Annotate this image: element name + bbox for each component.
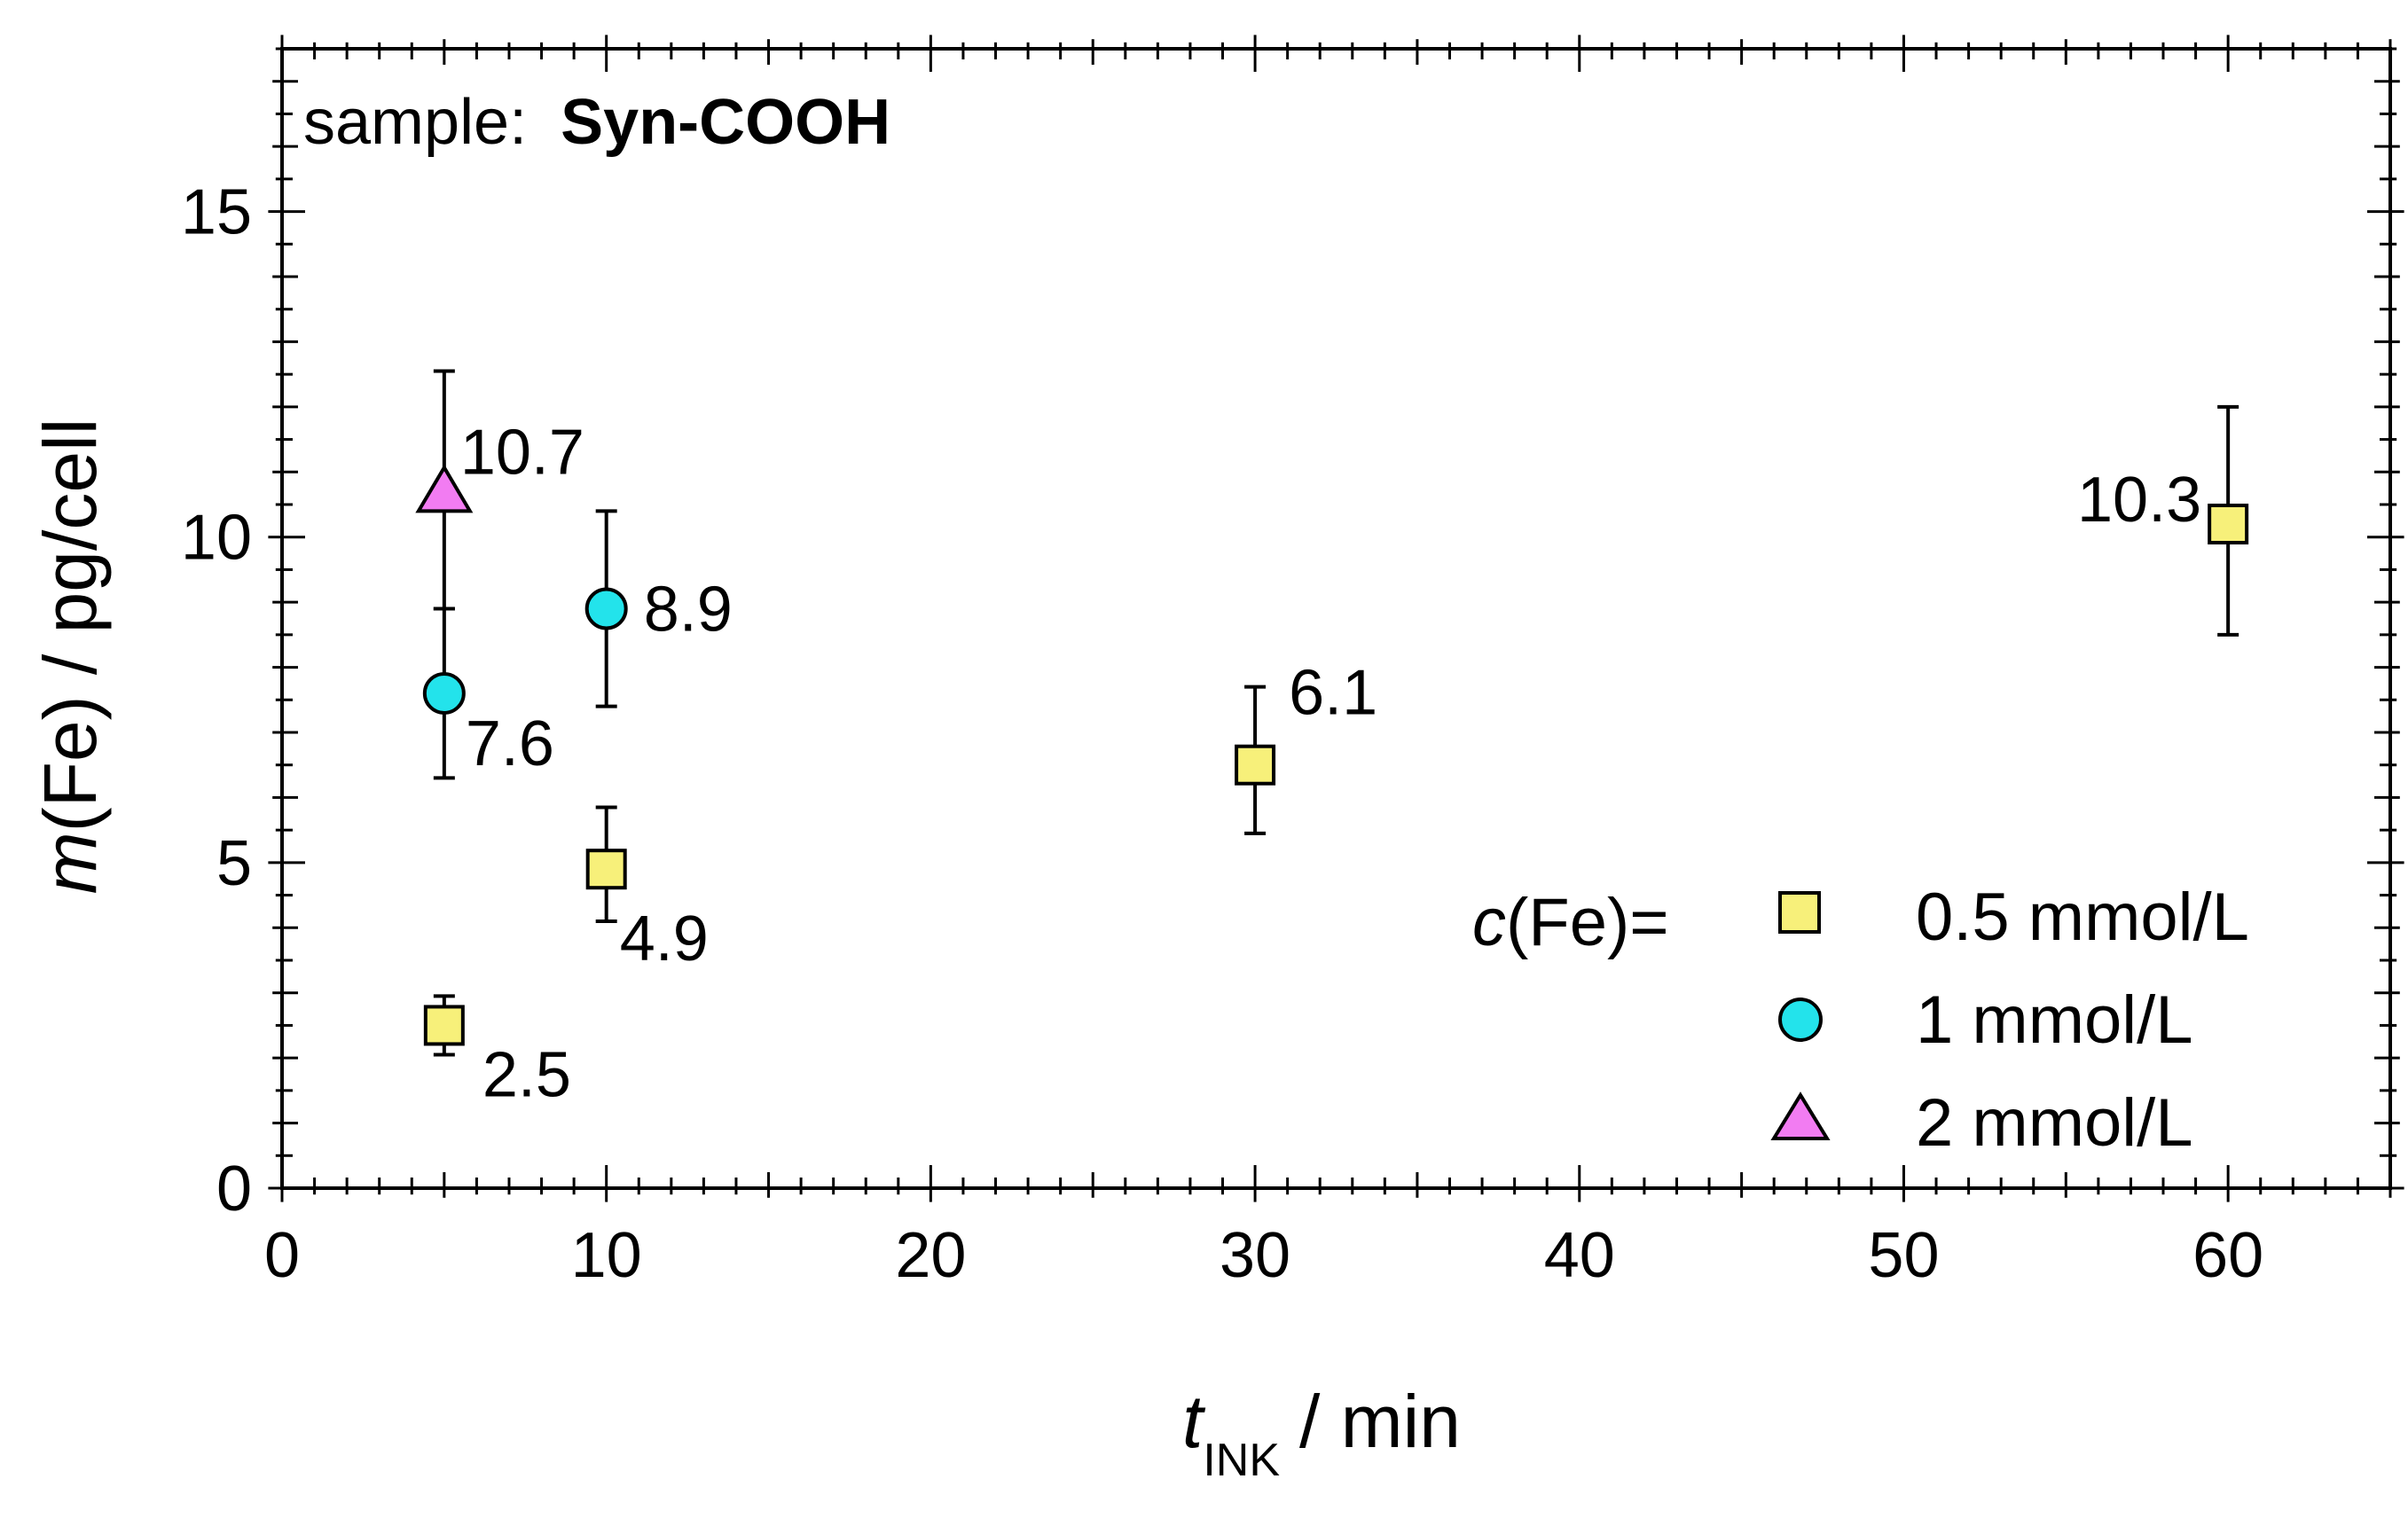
data-point-square <box>2208 504 2249 545</box>
y-tick-label: 0 <box>216 1154 252 1225</box>
legend: c(Fe)= 0.5 mmol/L 1 mmol/L 2 mmol/L <box>1472 880 2249 1161</box>
x-tick-label: 0 <box>264 1220 300 1291</box>
legend-square-marker <box>1778 891 1821 934</box>
sample-annotation: sample: Syn-COOH <box>303 87 890 158</box>
legend-title: c(Fe)= <box>1472 885 1669 960</box>
x-tick-label: 30 <box>1220 1220 1290 1291</box>
x-axis-title: tINK / min <box>1182 1380 1461 1486</box>
legend-label-1: 1 mmol/L <box>1916 982 2193 1058</box>
data-label: 7.6 <box>466 708 554 779</box>
y-tick-label: 10 <box>181 503 252 574</box>
legend-label-0-5: 0.5 mmol/L <box>1916 880 2249 955</box>
data-point-square <box>1235 744 1276 786</box>
data-point-square <box>423 1005 465 1046</box>
y-axis-rest: (Fe) / pg/cell <box>28 419 112 833</box>
data-point-circle <box>422 671 466 715</box>
x-tick-label: 40 <box>1544 1220 1615 1291</box>
data-label: 6.1 <box>1289 658 1377 729</box>
x-tick-label: 50 <box>1868 1220 1939 1291</box>
data-label: 2.5 <box>482 1039 571 1110</box>
y-tick-label: 5 <box>216 828 252 899</box>
data-point-square <box>585 849 627 890</box>
plot-area: 2.5 4.9 6.1 10.3 7.6 8.9 10.7 <box>415 369 2249 1110</box>
x-axis-subscript: INK <box>1203 1435 1280 1486</box>
x-tick-label: 20 <box>895 1220 966 1291</box>
x-axis-var: t <box>1182 1380 1206 1463</box>
y-axis-title: m(Fe) / pg/cell <box>28 419 112 895</box>
plot-frame <box>280 47 2392 1190</box>
data-label: 10.3 <box>2077 465 2201 536</box>
y-tick-label: 15 <box>181 177 252 248</box>
legend-triangle-marker <box>1770 1092 1831 1140</box>
legend-title-var: c <box>1472 885 1506 960</box>
x-tick-label: 60 <box>2192 1220 2263 1291</box>
y-axis-var: m <box>28 832 112 894</box>
axes: 0 10 20 30 40 50 60 0 5 10 15 <box>181 35 2404 1291</box>
data-label: 10.7 <box>460 417 584 488</box>
data-point-circle <box>584 587 628 630</box>
sample-prefix: sample: <box>303 87 527 158</box>
legend-label-2: 2 mmol/L <box>1916 1085 2193 1161</box>
legend-title-rest: (Fe)= <box>1506 885 1669 960</box>
x-axis-unit: / min <box>1299 1380 1461 1463</box>
data-label: 4.9 <box>620 904 709 974</box>
data-point-triangle <box>415 464 474 513</box>
legend-circle-marker <box>1778 998 1823 1042</box>
data-label: 8.9 <box>644 574 733 645</box>
sample-name: Syn-COOH <box>561 87 890 158</box>
x-tick-label: 10 <box>571 1220 642 1291</box>
